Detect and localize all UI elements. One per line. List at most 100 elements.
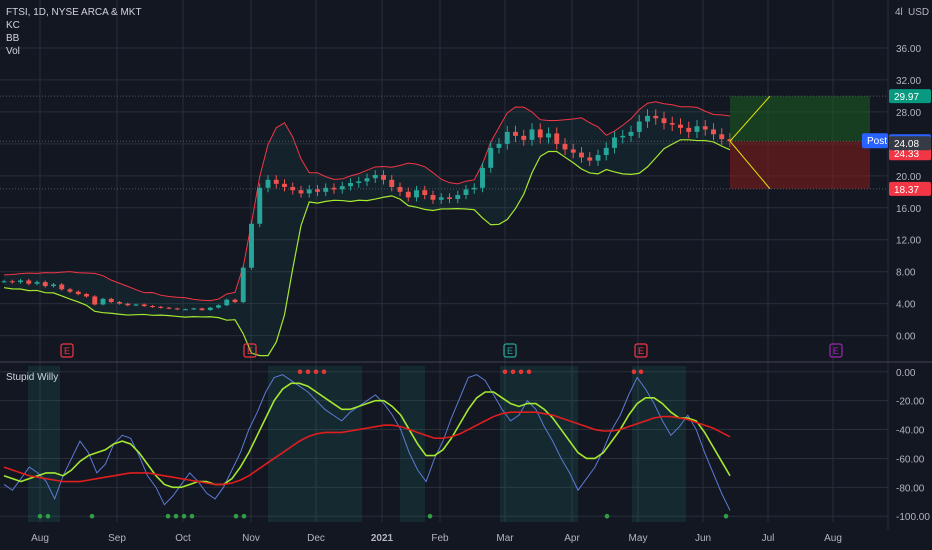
candle-body (397, 187, 403, 192)
signal-dot (297, 369, 303, 375)
time-tick-label: Aug (824, 533, 842, 544)
candle-body (84, 294, 89, 297)
candle-body (513, 131, 518, 136)
candle-body (587, 157, 593, 161)
oscillator-title[interactable]: Stupid Willy (6, 372, 58, 383)
candle-body (207, 307, 213, 311)
long-short-position-tool[interactable] (0, 95, 888, 190)
price-tag-box (889, 181, 931, 196)
candle-body (257, 187, 263, 224)
earnings-badge (634, 343, 648, 358)
signal-dot (189, 513, 195, 519)
signal-dot (165, 513, 171, 519)
candle-body (273, 179, 279, 184)
earnings-label: E (64, 346, 70, 356)
time-tick-label: 2021 (371, 533, 394, 544)
earnings-badge (60, 343, 74, 358)
price-tag-box (889, 136, 931, 151)
price-tick-label: 8.00 (896, 268, 916, 279)
time-tick-label: Feb (431, 533, 449, 544)
oscillator-slow-ma (3, 411, 731, 486)
candle-body (191, 308, 197, 310)
indicator-kc[interactable]: KC (6, 20, 20, 31)
candle-body (686, 127, 692, 132)
candle-body (389, 179, 395, 188)
time-tick-label: Sep (108, 533, 126, 544)
indicator-vol[interactable]: Vol (6, 46, 20, 57)
indicator-bb[interactable]: BB (6, 33, 20, 44)
signal-dot (321, 369, 327, 375)
bollinger-bands (3, 101, 731, 357)
osc-tick-label: -80.00 (896, 483, 925, 494)
candle-body (100, 298, 106, 305)
candle-body (488, 147, 494, 168)
earnings-badge (829, 343, 843, 358)
candle-body (438, 197, 444, 200)
signal-dot (241, 513, 247, 519)
time-tick-label: Jun (695, 533, 711, 544)
earnings-badge (503, 343, 517, 358)
post-badge (862, 133, 888, 149)
candle-body (480, 167, 485, 188)
candle-body (694, 126, 700, 132)
candle-body (645, 115, 650, 122)
signal-dot (723, 513, 729, 519)
candle-body (249, 223, 254, 268)
candle-body (232, 299, 238, 303)
candle-body (18, 280, 23, 283)
time-tick-label: Apr (564, 533, 580, 544)
candle-body (315, 189, 320, 192)
candle-body (141, 304, 147, 307)
candle-body (364, 178, 370, 182)
candle-body (620, 135, 626, 138)
osc-tick-label: 0.00 (896, 368, 916, 379)
signal-dot (427, 513, 433, 519)
candle-body (562, 143, 568, 150)
signal-dot (518, 369, 524, 375)
candle-body (117, 302, 122, 304)
candle-body (447, 197, 452, 199)
candle-body (405, 191, 411, 198)
candle-body (59, 284, 65, 290)
candle-body (422, 190, 428, 195)
candle-body (372, 175, 378, 179)
candle-body (711, 129, 716, 135)
loss-zone (730, 141, 870, 189)
candle-body (669, 123, 675, 125)
oscillator-fast-ma (3, 382, 731, 489)
price-tag-label: 29.97 (894, 92, 919, 103)
time-axis[interactable]: Aug Sep Oct Nov Dec 2021 Feb Mar Apr May Jun Jul Aug (31, 533, 842, 544)
post-badge-label: Post (867, 136, 887, 147)
candle-body (34, 282, 40, 284)
signal-dot (233, 513, 239, 519)
candle-body (125, 303, 131, 306)
time-tick-label: Dec (307, 533, 325, 544)
candle-body (67, 289, 73, 292)
oscillator-pane (3, 369, 731, 519)
candle-body (240, 267, 246, 303)
candle-body (702, 126, 708, 130)
candle-body (133, 304, 139, 306)
signal-dot (181, 513, 187, 519)
stop-path (729, 140, 771, 190)
signal-dot (510, 369, 516, 375)
price-tick-label: 12.00 (896, 236, 921, 247)
signal-dot (305, 369, 311, 375)
signal-dot (173, 513, 179, 519)
candle-body (603, 147, 609, 156)
candle-body (92, 296, 98, 305)
currency-label[interactable]: USD (908, 7, 929, 18)
candle-body (661, 118, 667, 124)
candle-body (521, 135, 527, 140)
candle-body (290, 187, 296, 191)
candle-body (628, 131, 634, 136)
time-tick-label: May (629, 533, 648, 544)
candle-body (166, 307, 172, 309)
signal-dot (526, 369, 532, 375)
candle-body (414, 190, 419, 198)
candle-body (1, 281, 7, 283)
time-tick-label: Aug (31, 533, 49, 544)
osc-tick-label: -60.00 (896, 454, 925, 465)
